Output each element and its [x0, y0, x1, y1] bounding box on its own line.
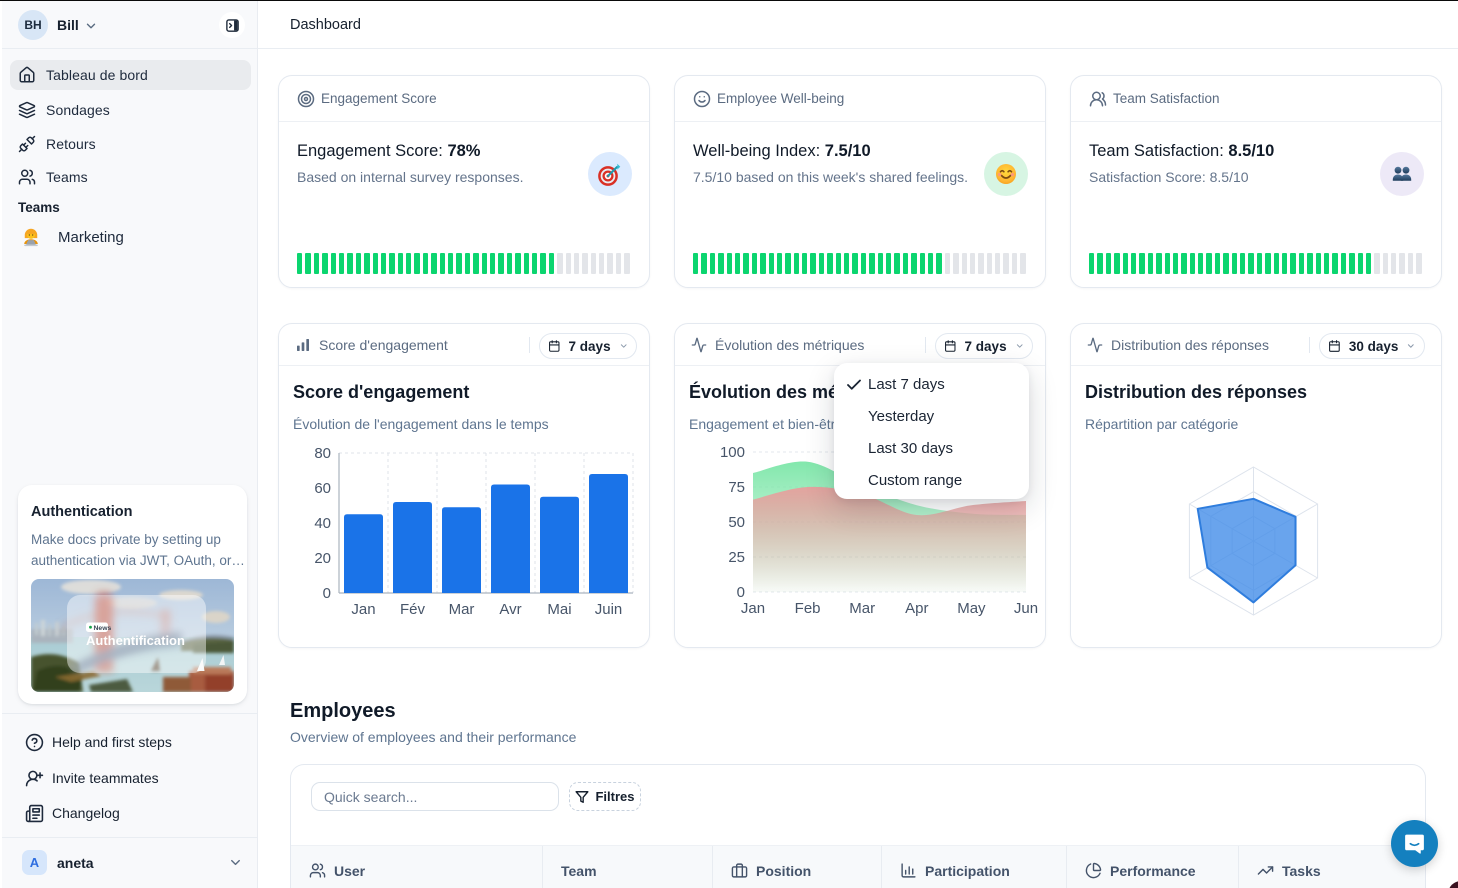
svg-text:Feb: Feb: [795, 600, 821, 617]
svg-text:Mar: Mar: [449, 601, 475, 618]
svg-text:Mai: Mai: [547, 601, 571, 618]
svg-text:0: 0: [737, 584, 745, 601]
svg-text:Jan: Jan: [351, 601, 375, 618]
svg-text:25: 25: [728, 549, 745, 566]
svg-text:Jun: Jun: [1014, 600, 1038, 617]
svg-text:News: News: [94, 625, 112, 632]
svg-text:60: 60: [314, 480, 331, 497]
svg-text:Mar: Mar: [849, 600, 875, 617]
svg-text:Apr: Apr: [905, 600, 928, 617]
svg-text:Juin: Juin: [595, 601, 623, 618]
svg-text:20: 20: [314, 550, 331, 567]
svg-text:Jan: Jan: [741, 600, 765, 617]
svg-text:Fév: Fév: [400, 601, 426, 618]
svg-text:100: 100: [720, 444, 745, 461]
svg-text:Avr: Avr: [499, 601, 521, 618]
svg-text:50: 50: [728, 514, 745, 531]
svg-text:0: 0: [323, 585, 331, 602]
svg-text:75: 75: [728, 479, 745, 496]
svg-text:Authentification: Authentification: [86, 633, 185, 648]
svg-text:80: 80: [314, 445, 331, 462]
svg-text:May: May: [957, 600, 986, 617]
svg-text:40: 40: [314, 515, 331, 532]
